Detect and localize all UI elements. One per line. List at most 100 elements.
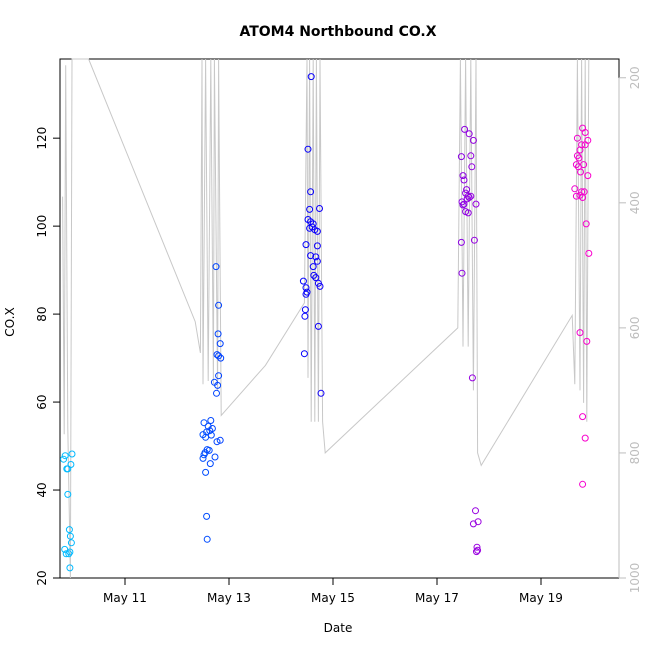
data-point bbox=[464, 209, 472, 217]
data-point bbox=[460, 200, 468, 208]
data-point bbox=[66, 564, 74, 572]
data-point bbox=[458, 198, 466, 206]
data-point bbox=[314, 322, 322, 330]
y2-tick-label: 600 bbox=[628, 316, 642, 339]
data-point bbox=[474, 518, 482, 526]
data-point bbox=[206, 460, 214, 468]
data-point bbox=[463, 186, 471, 194]
data-point bbox=[584, 172, 592, 180]
data-point bbox=[473, 543, 481, 551]
data-point bbox=[460, 176, 468, 184]
data-point bbox=[207, 417, 215, 424]
y-tick-label: 100 bbox=[35, 215, 49, 238]
data-point bbox=[468, 163, 476, 171]
y2-tick-label: 200 bbox=[628, 66, 642, 89]
data-point bbox=[461, 125, 469, 133]
data-point bbox=[214, 330, 222, 338]
data-point bbox=[68, 450, 76, 458]
data-point bbox=[217, 354, 225, 362]
data-point bbox=[583, 337, 591, 345]
data-point bbox=[467, 192, 475, 200]
data-point bbox=[472, 507, 479, 515]
data-point bbox=[214, 381, 222, 389]
data-point bbox=[313, 227, 321, 235]
data-point bbox=[211, 453, 219, 461]
data-point bbox=[301, 306, 309, 314]
data-point bbox=[313, 257, 321, 265]
data-point bbox=[306, 205, 314, 213]
data-point bbox=[66, 548, 74, 556]
data-point bbox=[62, 550, 70, 558]
data-point bbox=[585, 249, 593, 257]
data-point bbox=[302, 290, 310, 298]
data-point bbox=[573, 134, 581, 142]
data-point bbox=[581, 129, 589, 136]
plot-frame bbox=[59, 58, 620, 579]
data-point bbox=[213, 438, 221, 446]
data-point bbox=[457, 238, 465, 246]
data-point bbox=[465, 194, 473, 201]
data-point bbox=[457, 153, 465, 161]
data-point bbox=[469, 136, 477, 144]
data-point bbox=[316, 282, 324, 290]
data-point bbox=[459, 201, 467, 209]
x-axis: May 11 May 13 May 15 May 17 May 19 bbox=[103, 577, 563, 605]
data-point bbox=[467, 152, 475, 160]
data-point bbox=[200, 451, 208, 459]
y-axis-title: CO.X bbox=[3, 307, 17, 336]
data-point bbox=[203, 512, 211, 520]
y2-tick-label: 800 bbox=[628, 441, 642, 464]
data-point bbox=[299, 277, 307, 285]
data-point bbox=[67, 461, 75, 468]
data-point bbox=[465, 130, 473, 138]
data-point bbox=[61, 452, 69, 460]
data-point bbox=[317, 389, 325, 397]
data-point bbox=[216, 340, 224, 348]
y-axis: 20 40 60 80 100 120 bbox=[35, 127, 61, 586]
data-point bbox=[207, 431, 215, 439]
data-point bbox=[66, 532, 74, 540]
secondary-y-axis: 200 400 600 800 1000 bbox=[618, 66, 642, 593]
data-point bbox=[579, 413, 587, 421]
data-point bbox=[212, 263, 220, 271]
x-axis-title: Date bbox=[324, 621, 353, 635]
data-point bbox=[316, 205, 323, 212]
y2-tick-label: 400 bbox=[628, 191, 642, 214]
data-point bbox=[213, 389, 220, 397]
data-point bbox=[64, 490, 72, 498]
data-point bbox=[307, 252, 315, 260]
data-point bbox=[307, 73, 315, 81]
data-point bbox=[572, 161, 580, 169]
x-tick-label: May 17 bbox=[415, 591, 459, 605]
y-tick-label: 120 bbox=[35, 127, 49, 150]
data-point bbox=[302, 284, 310, 292]
data-point bbox=[577, 168, 584, 176]
data-point bbox=[582, 220, 590, 228]
data-point bbox=[203, 535, 211, 543]
points-layer bbox=[60, 73, 593, 572]
data-point bbox=[216, 436, 224, 444]
data-point bbox=[312, 274, 320, 282]
data-point bbox=[468, 374, 476, 382]
secondary-series-line bbox=[62, 58, 590, 579]
data-point bbox=[67, 539, 75, 547]
data-point bbox=[472, 200, 480, 208]
data-point bbox=[300, 350, 308, 358]
chart-title: ATOM4 Northbound CO.X bbox=[239, 24, 436, 40]
data-point bbox=[473, 548, 480, 556]
data-point bbox=[306, 224, 314, 232]
x-tick-label: May 13 bbox=[207, 591, 251, 605]
data-point bbox=[65, 550, 73, 558]
data-point bbox=[310, 271, 318, 279]
data-point bbox=[458, 269, 466, 277]
data-point bbox=[65, 526, 73, 534]
data-point bbox=[474, 546, 482, 554]
data-point bbox=[579, 194, 587, 201]
data-point bbox=[309, 263, 317, 271]
data-point bbox=[200, 419, 208, 427]
x-tick-label: May 19 bbox=[519, 591, 563, 605]
y-tick-label: 40 bbox=[35, 482, 49, 497]
data-point bbox=[208, 425, 216, 432]
data-point bbox=[581, 141, 589, 149]
